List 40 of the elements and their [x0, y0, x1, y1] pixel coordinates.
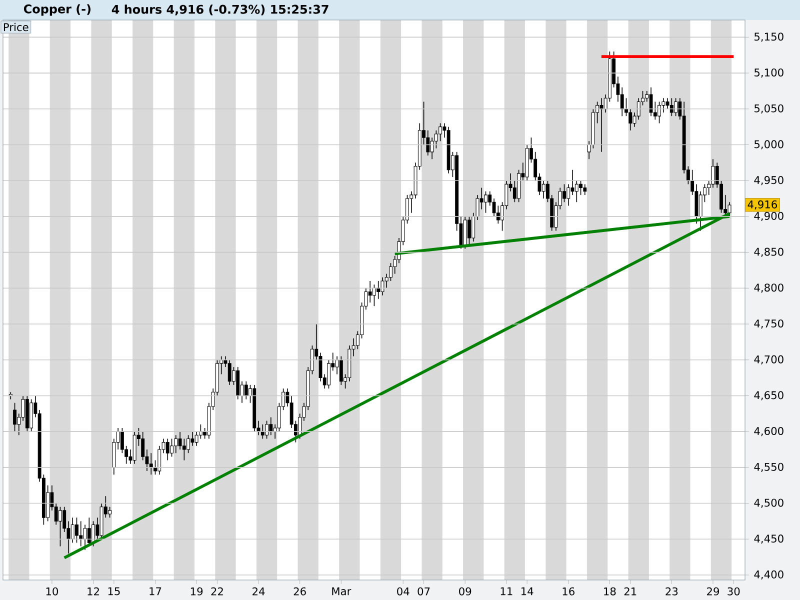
- x-tick-label: 12: [88, 587, 99, 596]
- x-tick-label: 23: [666, 587, 678, 596]
- y-tick-label: 4,750: [754, 319, 784, 329]
- y-tick-label: 4,450: [754, 534, 784, 544]
- y-tick-label: 4,500: [754, 498, 784, 508]
- y-tick-label: 4,850: [754, 248, 784, 257]
- x-tick-label: 18: [604, 587, 616, 596]
- y-tick-label: 5,100: [754, 68, 784, 78]
- x-tick-label: 11: [500, 587, 512, 596]
- annotation: 4,916: [748, 200, 777, 210]
- x-tick-label: Mar: [332, 587, 352, 596]
- x-tick-label: 19: [190, 587, 203, 596]
- x-tick-label: 16: [562, 587, 574, 596]
- chart-subtitle: 4 hours 4,916 (-0.73%) 15:25:37: [112, 4, 328, 16]
- y-tick-label: 5,050: [754, 104, 784, 114]
- x-tick-label: 26: [294, 587, 306, 596]
- x-tick-label: 09: [459, 587, 472, 596]
- x-tick-label: 21: [624, 587, 636, 596]
- x-tick-label: 07: [418, 587, 430, 596]
- y-tick-label: 4,400: [754, 570, 784, 580]
- x-tick-label: 15: [108, 587, 120, 596]
- x-tick-label: 29: [706, 587, 720, 596]
- y-tick-label: 4,900: [754, 212, 784, 222]
- x-tick-label: 17: [150, 587, 162, 596]
- chart-title: Copper (-): [24, 4, 90, 16]
- x-tick-label: 10: [46, 587, 58, 596]
- y-tick-label: 4,550: [754, 462, 784, 472]
- x-tick-label: 22: [211, 587, 223, 596]
- x-tick-label: 24: [252, 587, 265, 596]
- y-tick-label: 5,000: [754, 140, 784, 150]
- y-axis-title: Price: [4, 22, 28, 32]
- y-tick-label: 4,950: [754, 176, 784, 186]
- x-tick-label: 04: [397, 587, 410, 596]
- x-tick-label: 14: [521, 587, 534, 596]
- y-tick-label: 4,800: [754, 284, 784, 293]
- x-tick-label: 30: [728, 587, 740, 596]
- y-tick-label: 4,650: [754, 391, 784, 400]
- y-tick-label: 4,700: [754, 355, 784, 364]
- y-tick-label: 5,150: [754, 32, 784, 42]
- y-tick-label: 4,600: [754, 427, 784, 436]
